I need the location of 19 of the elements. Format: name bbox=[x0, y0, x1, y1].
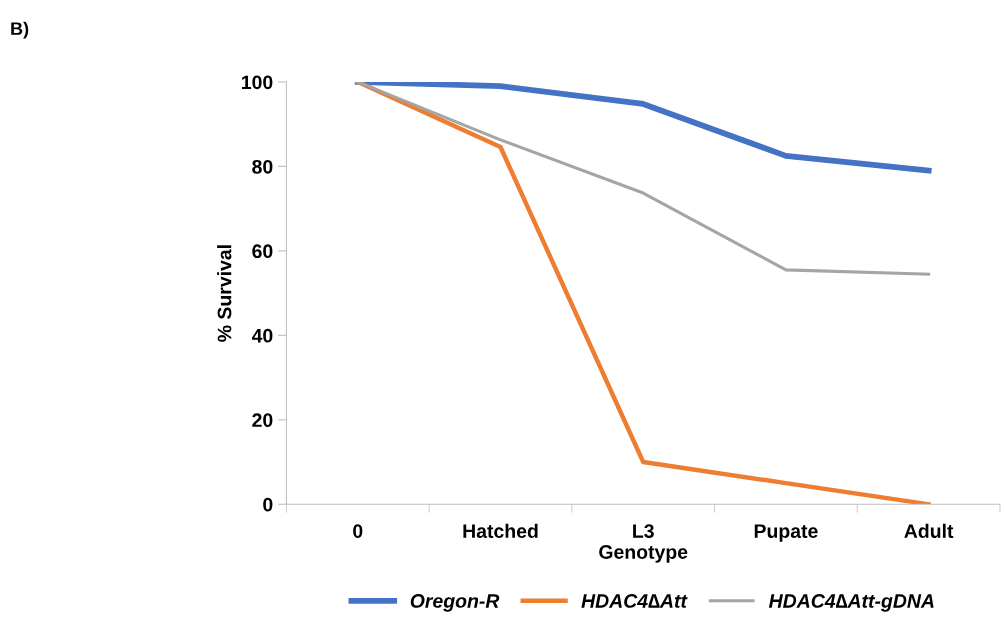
text: B) bbox=[11, 21, 29, 39]
x-tick-label: L3 bbox=[633, 524, 654, 539]
y-tick-label: 60 bbox=[252, 244, 273, 259]
y-tick-label: 20 bbox=[252, 413, 273, 428]
y-tick-label: 80 bbox=[252, 159, 273, 174]
y-axis-title: % Survival bbox=[217, 245, 232, 342]
legend-label: HDAC4∆Att-gDNA bbox=[768, 594, 934, 612]
x-tick-label: Adult bbox=[904, 523, 954, 538]
x-tick-label: Hatched bbox=[463, 523, 538, 538]
x-tick-label: 0 bbox=[353, 524, 363, 538]
y-tick-label: 100 bbox=[242, 75, 273, 90]
legend-label: Oregon-R bbox=[410, 594, 500, 612]
x-tick-label: Pupate bbox=[754, 524, 818, 542]
legend-label: HDAC4∆Att bbox=[581, 594, 688, 608]
x-axis-title: Genotype bbox=[599, 545, 688, 563]
y-tick-label: 40 bbox=[251, 328, 273, 343]
line-series bbox=[355, 81, 931, 505]
line-series bbox=[356, 81, 931, 276]
y-tick-label: 0 bbox=[263, 497, 273, 512]
